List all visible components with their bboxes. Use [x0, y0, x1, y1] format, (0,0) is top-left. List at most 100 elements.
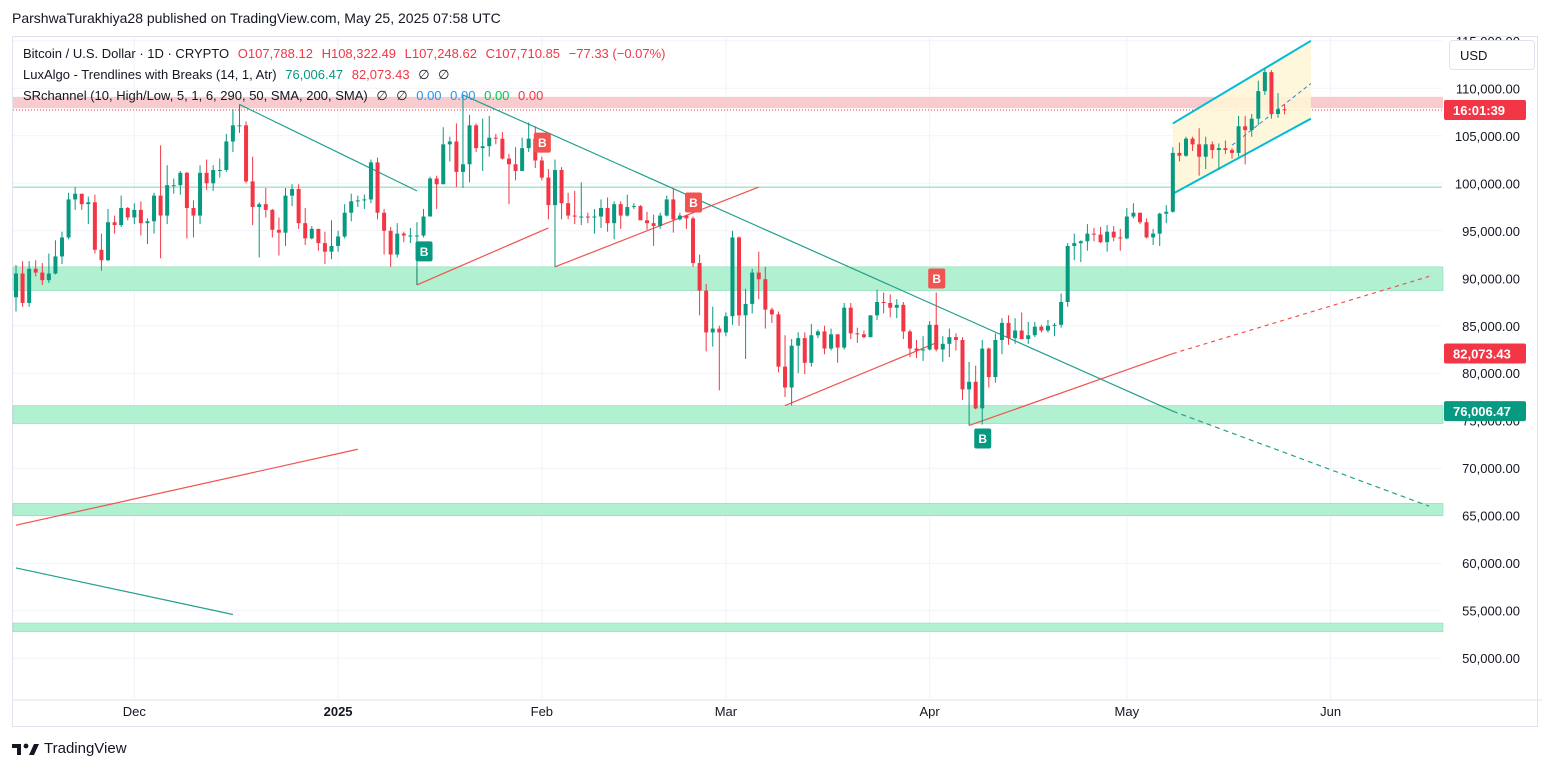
- candle-body: [165, 185, 170, 216]
- candle: [20, 261, 25, 307]
- candle-body: [395, 233, 400, 255]
- currency-button[interactable]: USD: [1449, 40, 1535, 70]
- candle: [796, 332, 801, 374]
- candle: [276, 217, 281, 256]
- candle-body: [1085, 233, 1090, 242]
- candle-body: [815, 331, 820, 336]
- candle: [368, 159, 373, 204]
- candle: [1144, 218, 1149, 239]
- candle-body: [526, 138, 531, 149]
- candle: [388, 226, 393, 267]
- candle: [434, 175, 439, 209]
- support-zone: [12, 503, 1444, 516]
- candle: [309, 226, 314, 240]
- legend-indicator-1-row[interactable]: LuxAlgo - Trendlines with Breaks (14, 1,…: [23, 67, 454, 83]
- legend-symbol-row[interactable]: Bitcoin / U.S. Dollar · 1D · CRYPTO O107…: [23, 46, 671, 61]
- candle-body: [1124, 216, 1129, 239]
- candle-body: [947, 337, 952, 344]
- candle-body: [132, 209, 137, 218]
- candle: [598, 199, 603, 228]
- candle-body: [1269, 72, 1274, 114]
- candle-body: [276, 229, 281, 233]
- candle-body: [618, 204, 623, 216]
- y-tick-label: 65,000.00: [1462, 509, 1520, 524]
- candle: [257, 202, 262, 258]
- candle-body: [875, 302, 880, 316]
- candle: [612, 201, 617, 240]
- candle-body: [1026, 335, 1031, 340]
- candle-body: [283, 195, 288, 233]
- candle-body: [953, 337, 958, 341]
- candle-body: [1039, 326, 1044, 331]
- candle: [539, 156, 544, 181]
- x-tick-label: May: [1115, 704, 1140, 719]
- candle: [710, 306, 715, 347]
- candle: [743, 288, 748, 360]
- candle-body: [973, 381, 978, 409]
- candle-body: [1137, 212, 1142, 223]
- candle-body: [303, 223, 308, 239]
- candle: [375, 157, 380, 220]
- candle: [526, 122, 531, 152]
- candle: [848, 302, 853, 340]
- candle: [1124, 207, 1129, 240]
- candle: [1026, 321, 1031, 344]
- candle: [973, 365, 978, 410]
- candle-body: [664, 199, 669, 216]
- signal-badge: [533, 132, 551, 153]
- candle-body: [625, 207, 630, 216]
- candle: [1282, 104, 1287, 115]
- bearish-break-signal: B: [533, 132, 551, 153]
- candle-body: [671, 199, 676, 220]
- candle: [467, 114, 472, 183]
- candle: [559, 167, 564, 220]
- candle-body: [454, 141, 459, 172]
- support-zone: [12, 622, 1444, 632]
- candle-body: [1170, 152, 1175, 212]
- tradingview-brand[interactable]: TradingView: [12, 740, 127, 757]
- candle: [861, 330, 866, 339]
- candle: [230, 109, 235, 152]
- candle: [250, 156, 255, 226]
- candle-body: [993, 340, 998, 378]
- candle-body: [474, 125, 479, 149]
- candle: [1170, 147, 1175, 213]
- candle-body: [559, 169, 564, 204]
- candle-body: [980, 348, 985, 409]
- candle-body: [1157, 213, 1162, 234]
- candle: [940, 336, 945, 362]
- legend-indicator-2: SRchannel (10, High/Low, 5, 1, 6, 290, 5…: [23, 88, 368, 103]
- legend-high: H108,322.49: [321, 46, 397, 61]
- candle-body: [566, 203, 571, 216]
- bullish-break-signal: B: [415, 241, 433, 262]
- candle: [290, 184, 295, 207]
- candle: [1190, 136, 1195, 151]
- legend-indicator-2-row[interactable]: SRchannel (10, High/Low, 5, 1, 6, 290, 5…: [23, 88, 548, 104]
- candle: [125, 207, 130, 221]
- candle-body: [612, 204, 617, 224]
- candle: [119, 195, 124, 227]
- candle: [73, 187, 78, 210]
- candle-body: [388, 230, 393, 255]
- candle: [1243, 115, 1248, 165]
- candle: [631, 203, 636, 209]
- candle: [460, 94, 465, 189]
- candle: [894, 299, 899, 319]
- candle-body: [789, 345, 794, 388]
- signal-label: B: [538, 136, 547, 150]
- candle-body: [46, 273, 51, 281]
- signal-badge: [928, 268, 946, 289]
- bearish-break-signal: B: [685, 192, 703, 213]
- candle-body: [493, 137, 498, 139]
- candle: [1059, 293, 1064, 328]
- candle: [1249, 113, 1254, 137]
- candle-body: [848, 307, 853, 334]
- channel-upper-line: [1172, 39, 1312, 125]
- candle: [217, 158, 222, 178]
- candle-body: [434, 178, 439, 185]
- candle: [914, 340, 919, 359]
- chart-frame[interactable]: [12, 36, 1538, 727]
- candle-body: [191, 207, 196, 216]
- candle-body: [743, 303, 748, 316]
